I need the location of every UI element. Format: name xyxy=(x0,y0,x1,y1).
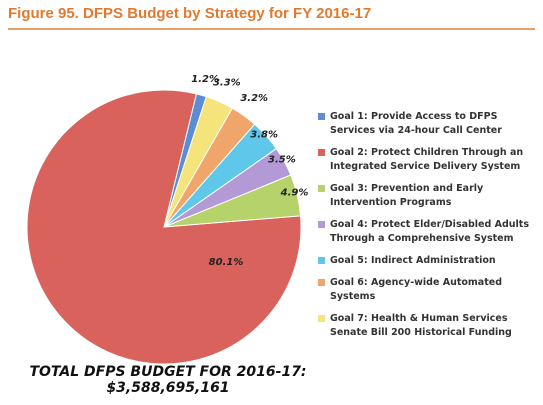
legend-swatch xyxy=(318,315,325,322)
legend-label: Goal 2: Protect Children Through an Inte… xyxy=(330,147,524,172)
figure-title: Figure 95. DFPS Budget by Strategy for F… xyxy=(8,5,372,22)
legend-label: Goal 1: Provide Access to DFPS Services … xyxy=(330,111,502,136)
title-divider xyxy=(8,28,535,30)
pie-slices xyxy=(26,89,302,365)
legend-swatch xyxy=(318,113,325,120)
legend-swatch xyxy=(318,279,325,286)
legend-swatch xyxy=(318,257,325,264)
pie-label-goal-5: 3.8% xyxy=(250,130,278,141)
pie-label-goal-4: 3.5% xyxy=(268,155,296,166)
total-value: $3,588,695,161 xyxy=(106,380,230,396)
legend-item-goal-2: Goal 2: Protect Children Through an Inte… xyxy=(318,146,533,174)
pie-label-goal-3: 4.9% xyxy=(280,188,309,199)
legend-label: Goal 3: Prevention and Early Interventio… xyxy=(330,183,484,208)
legend-item-goal-5: Goal 5: Indirect Administration xyxy=(318,254,533,268)
legend-item-goal-7: Goal 7: Health & Human Services Senate B… xyxy=(318,312,533,340)
pie-labels: 1.2% 80.1% 4.9% 3.5% 3.8% 3.2% 3.3% xyxy=(191,74,308,268)
total-budget: TOTAL DFPS BUDGET FOR 2016-17: $3,588,69… xyxy=(18,364,318,396)
legend-item-goal-6: Goal 6: Agency-wide Automated Systems xyxy=(318,276,533,304)
pie-label-goal-7: 3.3% xyxy=(213,78,241,89)
legend-label: Goal 7: Health & Human Services Senate B… xyxy=(330,313,512,338)
pie-label-goal-6: 3.2% xyxy=(240,93,268,104)
legend-label: Goal 4: Protect Elder/Disabled Adults Th… xyxy=(330,219,529,244)
legend-label: Goal 5: Indirect Administration xyxy=(330,255,496,266)
legend-item-goal-3: Goal 3: Prevention and Early Interventio… xyxy=(318,182,533,210)
legend-swatch xyxy=(318,185,325,192)
legend-item-goal-4: Goal 4: Protect Elder/Disabled Adults Th… xyxy=(318,218,533,246)
legend-label: Goal 6: Agency-wide Automated Systems xyxy=(330,277,503,302)
pie-slice-goal-7 xyxy=(163,96,233,228)
legend-swatch xyxy=(318,221,325,228)
legend: Goal 1: Provide Access to DFPS Services … xyxy=(318,110,533,348)
legend-swatch xyxy=(318,149,325,156)
total-label: TOTAL DFPS BUDGET FOR 2016-17: xyxy=(29,364,307,380)
legend-item-goal-1: Goal 1: Provide Access to DFPS Services … xyxy=(318,110,533,138)
pie-label-goal-2: 80.1% xyxy=(209,257,244,268)
pie-label-goal-1: 1.2% xyxy=(191,74,219,85)
